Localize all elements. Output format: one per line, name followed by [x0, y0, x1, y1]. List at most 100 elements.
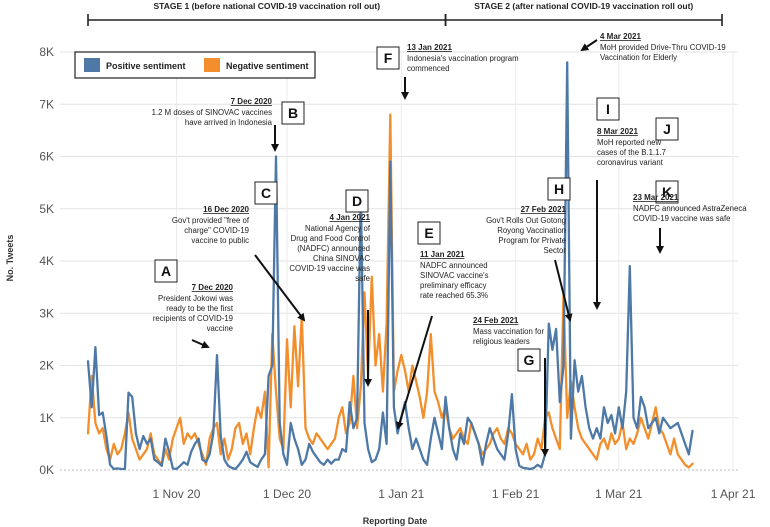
annotation-arrow — [254, 254, 306, 322]
annotation-date: 16 Dec 2020 — [203, 205, 249, 214]
stage-label: STAGE 2 (after national COVID-19 vaccina… — [474, 1, 693, 11]
annotation-letter-box — [376, 46, 400, 70]
annotation-letter-box — [281, 101, 305, 125]
annotation-letter: B — [288, 105, 298, 121]
annotation-text-line: charge" COVID-19 — [184, 226, 249, 235]
annotation-letter-box — [517, 348, 541, 372]
annotation-arrow — [395, 315, 433, 430]
annotation-h: H 27 Feb 2021 Gov't Rolls Out GotongRoyong… — [486, 177, 573, 322]
annotation-text-line: COVID-19 vaccine was safe — [633, 214, 731, 223]
annotation-text-line: safe — [355, 274, 370, 283]
annotation-letter: H — [554, 181, 564, 197]
annotation-letter-box — [154, 259, 178, 283]
annotation-text-line: recipients of COVID-19 — [153, 314, 233, 323]
annotation-date: 8 Mar 2021 — [597, 127, 638, 136]
annotation-letter: C — [261, 185, 271, 201]
annotation-letter-box — [417, 221, 441, 245]
annotation-date: 23 Mar 2021 — [633, 193, 679, 202]
annotation-arrow — [554, 259, 573, 322]
annotation-text-line: Drug and Food Control — [291, 234, 371, 243]
annotation-text-line: MoH reported new — [597, 138, 662, 147]
annotation-text-line: vaccine to public — [191, 236, 249, 245]
annotation-letter-box — [345, 189, 369, 213]
annotation-text-line: Gov't provided "free of — [172, 216, 250, 225]
annotation-text-line: coronavirus variant — [597, 158, 664, 167]
y-tick-label: 0K — [39, 463, 54, 477]
x-tick-label: 1 Mar 21 — [595, 487, 643, 501]
annotation-letter: I — [606, 101, 610, 117]
annotation-date: 4 Mar 2021 — [600, 32, 641, 41]
x-tick-label: 1 Nov 20 — [152, 487, 200, 501]
annotation-letter: G — [524, 352, 535, 368]
y-tick-label: 4K — [39, 254, 54, 268]
axes: Reporting Date No. Tweets — [5, 235, 427, 526]
annotation-letter: E — [424, 225, 433, 241]
annotation-text-line: Indonesia's vaccination program — [407, 54, 519, 63]
series-line-positive — [86, 61, 694, 471]
y-tick-label: 5K — [39, 202, 54, 216]
annotation-text-line: vaccine — [207, 324, 233, 333]
annotation-date: 7 Dec 2020 — [231, 97, 273, 106]
annotation-f: F 13 Jan 2021 Indonesia's vaccination prog… — [376, 43, 519, 100]
stage-brackets: STAGE 1 (before national COVID-19 vaccin… — [87, 1, 723, 26]
y-tick-label: 1K — [39, 411, 54, 425]
annotation-c: C 16 Dec 2020 Gov't provided "free ofcharg… — [172, 181, 306, 322]
annotation-letter-box — [655, 117, 679, 141]
gridlines: 0K 1K 2K 3K 4K 5K 6K 7K 8K 1 Nov 20 1 Dec 20 1 Jan … — [39, 45, 755, 501]
annotation-text-line: cases of the B.1.1.7 — [597, 148, 666, 157]
annotation-letter: K — [662, 184, 672, 200]
annotation-text-line: Gov't Rolls Out Gotong — [486, 216, 566, 225]
annotation-date: 7 Dec 2020 — [192, 283, 234, 292]
x-axis-label: Reporting Date — [363, 516, 428, 526]
annotation-letter-box — [596, 97, 620, 121]
annotation-text-line: have arrived in Indonesia — [185, 118, 273, 127]
annotation-text-line: SINOVAC vaccine's — [420, 271, 489, 280]
annotation-date: 13 Jan 2021 — [407, 43, 452, 52]
annotation-date: 24 Feb 2021 — [473, 316, 519, 325]
annotation-text-line: Royong Vaccination — [497, 226, 566, 235]
x-tick-label: 1 Dec 20 — [263, 487, 311, 501]
annotation-text-line: Program for Private — [498, 236, 566, 245]
annotation-letter: D — [352, 193, 362, 209]
x-tick-label: 1 Jan 21 — [378, 487, 424, 501]
legend-swatch — [204, 58, 220, 72]
legend-box — [74, 51, 316, 79]
annotation-text-line: National Agency of — [305, 224, 371, 233]
annotation-date: 11 Jan 2021 — [420, 250, 465, 259]
annotation-text-line: China SINOVAC — [313, 254, 370, 263]
annotation-text-line: (NADFC) announced — [297, 244, 370, 253]
y-tick-label: 6K — [39, 150, 54, 164]
stage-2: STAGE 2 (after national COVID-19 vaccina… — [444, 1, 723, 26]
legend: Positive sentiment Negative sentiment — [74, 51, 316, 79]
annotation-text-line: Mass vaccination for — [473, 327, 544, 336]
annotation-text-line: ready to be the first — [166, 304, 234, 313]
stage-label: STAGE 1 (before national COVID-19 vaccin… — [153, 1, 380, 11]
series-line-negative — [86, 113, 694, 469]
annotation-i: I 4 Mar 2021 MoH provided Drive-Thru COVID… — [580, 32, 726, 121]
annotation-text-line: rate reached 65.3% — [420, 291, 488, 300]
annotation-text-line: commenced — [407, 64, 449, 73]
annotation-arrow — [191, 339, 210, 349]
annotation-letter-box — [547, 177, 571, 201]
annotation-text-line: MoH provided Drive-Thru COVID-19 — [600, 43, 726, 52]
annotation-text-line: COVID-19 vaccine was — [289, 264, 370, 273]
stage-1: STAGE 1 (before national COVID-19 vaccin… — [87, 1, 447, 26]
annotation-g: G 24 Feb 2021 Mass vaccination forreligiou… — [473, 316, 549, 457]
annotation-text-line: Vaccination for Elderly — [600, 53, 677, 62]
annotation-letter: J — [663, 121, 671, 137]
annotation-text-line: Sector — [543, 246, 566, 255]
y-tick-label: 3K — [39, 306, 54, 320]
y-axis-label: No. Tweets — [5, 235, 15, 282]
y-tick-label: 7K — [39, 97, 54, 111]
annotation-letter-box — [254, 181, 278, 205]
legend-label: Positive sentiment — [106, 61, 186, 71]
annotation-text-line: NADFC announced AstraZeneca — [633, 204, 747, 213]
y-tick-label: 8K — [39, 45, 54, 59]
annotation-date: 27 Feb 2021 — [521, 205, 567, 214]
